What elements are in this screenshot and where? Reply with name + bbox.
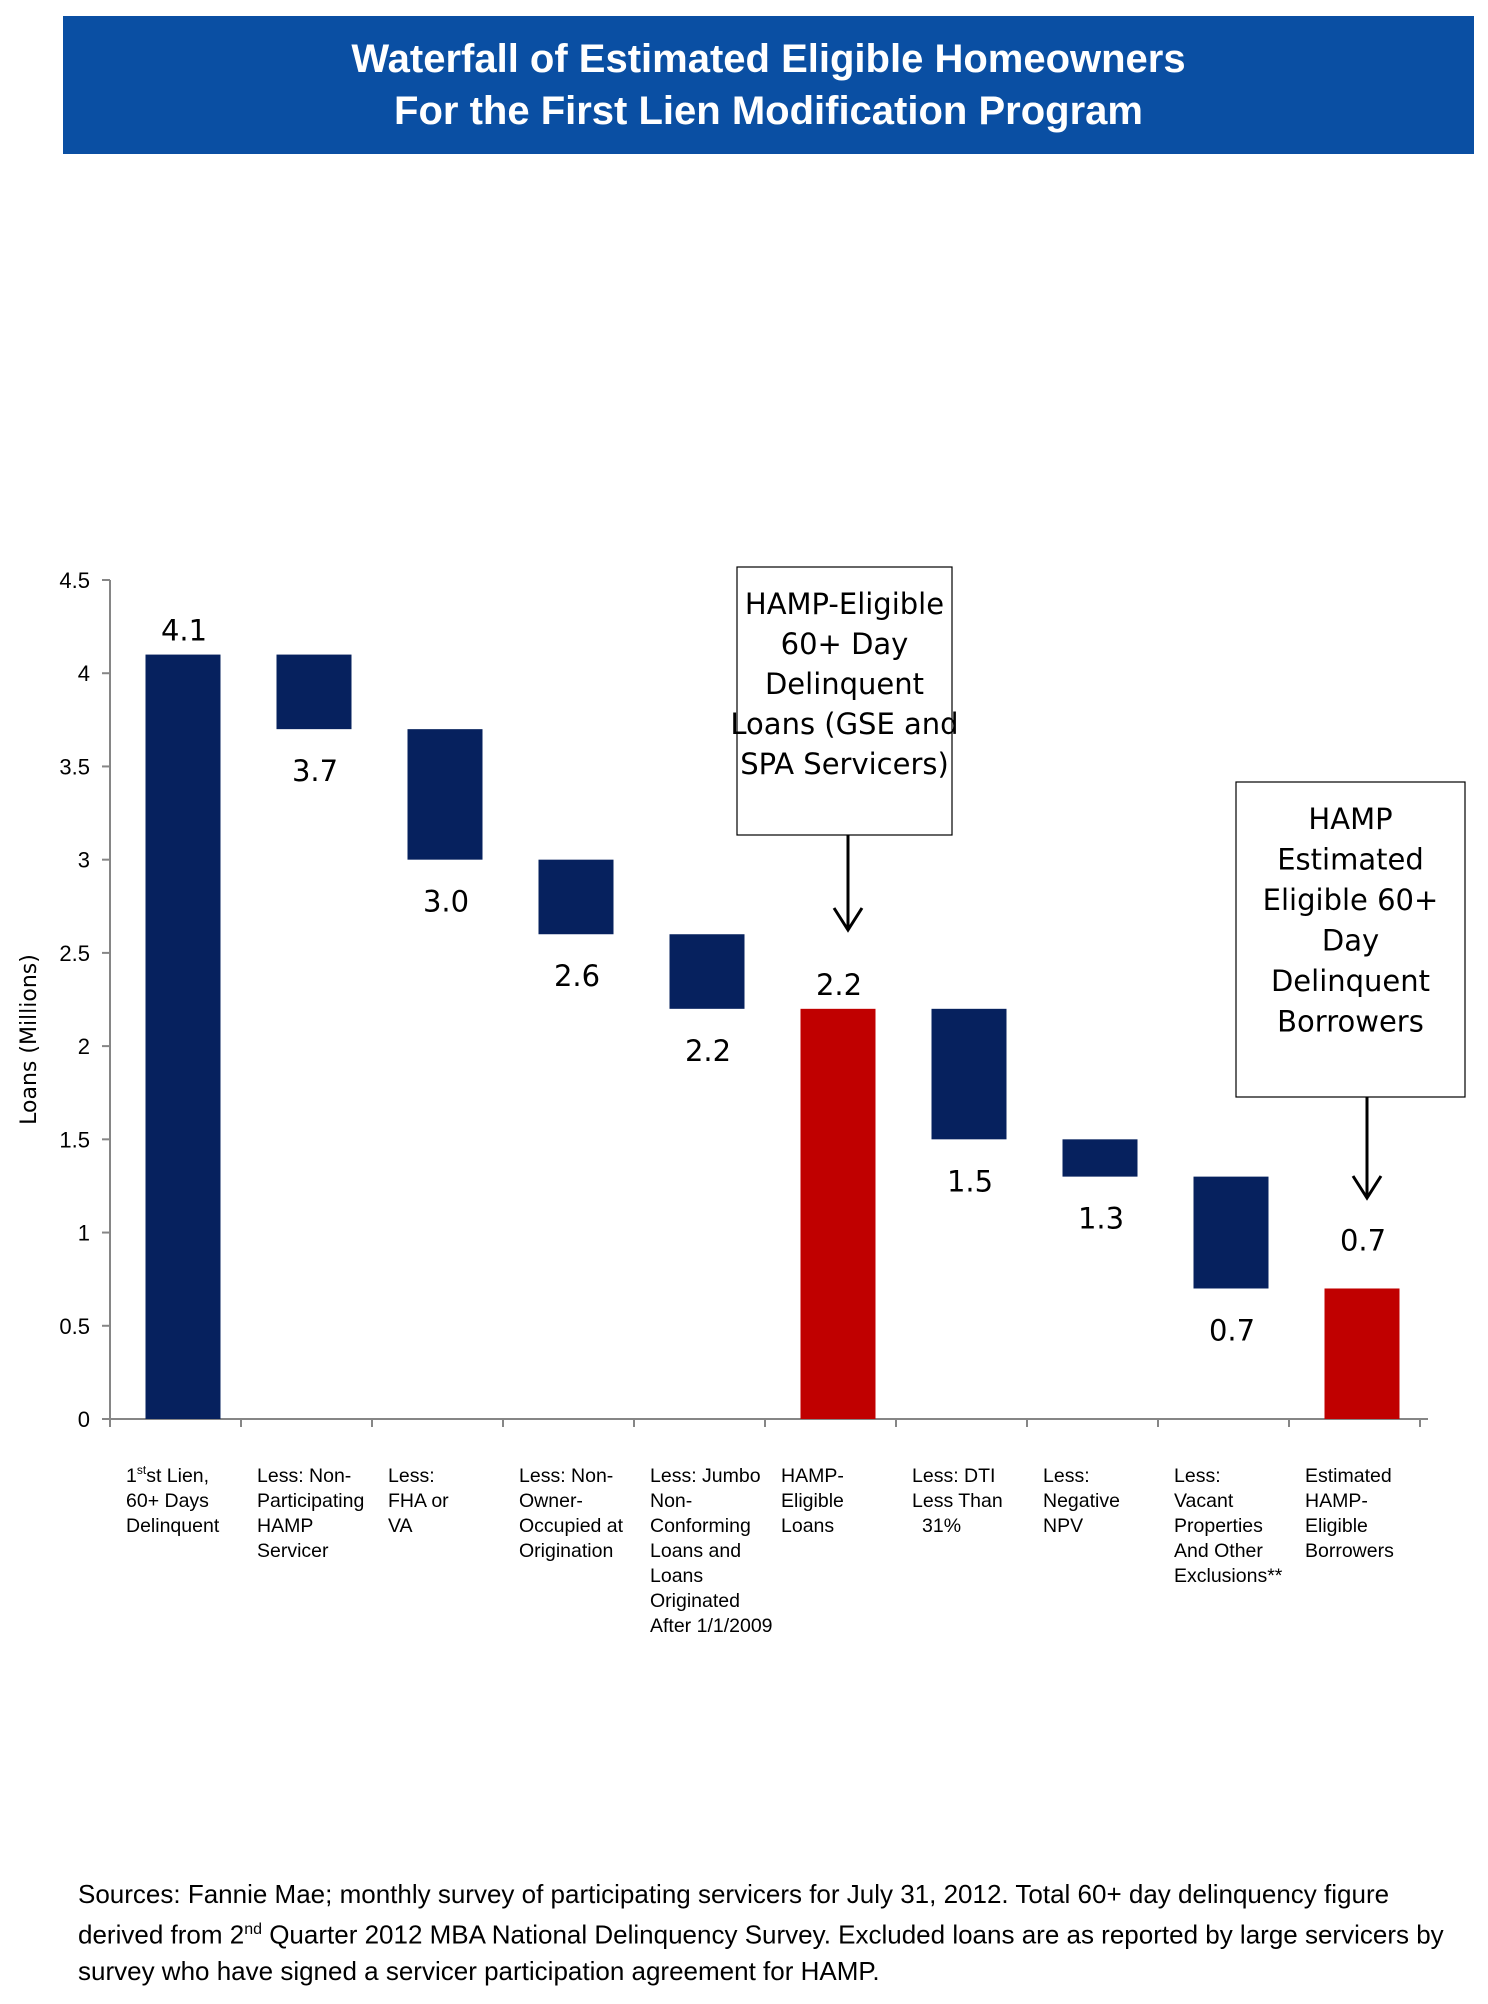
x-category-label: Participating bbox=[257, 1490, 364, 1512]
annotation-text: SPA Servicers) bbox=[740, 747, 949, 781]
annotation-box bbox=[736, 566, 953, 836]
sources-text-part-2: Quarter 2012 MBA National Delinquency Su… bbox=[78, 1919, 1444, 1986]
data-label: 0.7 bbox=[1340, 1223, 1386, 1257]
x-category-label: Non- bbox=[650, 1490, 692, 1512]
x-category-label: Less: Jumbo bbox=[650, 1465, 761, 1487]
y-tick-label: 1 bbox=[78, 1221, 90, 1246]
x-category-label: And Other bbox=[1174, 1540, 1263, 1562]
x-category-label: Less Than bbox=[912, 1490, 1003, 1512]
y-tick-label: 4.5 bbox=[59, 568, 90, 593]
chart-title-line-2: For the First Lien Modification Program bbox=[394, 89, 1143, 133]
data-label: 4.1 bbox=[161, 614, 207, 648]
y-tick-label: 3.5 bbox=[59, 754, 90, 779]
bar-9 bbox=[1193, 1176, 1269, 1289]
annotation-text: Loans (GSE and bbox=[730, 707, 958, 741]
x-category-label: Loans bbox=[650, 1565, 703, 1587]
x-category-label: After 1/1/2009 bbox=[650, 1615, 773, 1637]
x-category-label: Occupied at bbox=[519, 1515, 624, 1537]
x-category-label: Loans and bbox=[650, 1540, 741, 1562]
x-category-label: VA bbox=[388, 1515, 413, 1537]
x-category-label: Less: DTI bbox=[912, 1465, 995, 1487]
sources-text-part-1: Sources: Fannie Mae; monthly survey of p… bbox=[78, 1879, 1390, 1950]
x-category-label: NPV bbox=[1043, 1515, 1083, 1537]
sources-note: Sources: Fannie Mae; monthly survey of p… bbox=[78, 1876, 1478, 1989]
data-label: 2.6 bbox=[554, 959, 600, 993]
x-category-label: HAMP- bbox=[781, 1465, 844, 1487]
x-category-label: FHA or bbox=[388, 1490, 449, 1512]
y-tick-label: 3 bbox=[78, 848, 90, 873]
annotation-text: Eligible 60+ bbox=[1263, 883, 1439, 917]
bar-8 bbox=[1062, 1139, 1138, 1177]
x-category-label: Less: bbox=[1174, 1465, 1221, 1487]
bar-1 bbox=[145, 654, 221, 1419]
data-label: 3.7 bbox=[292, 754, 338, 788]
x-category-label: Vacant bbox=[1174, 1490, 1234, 1512]
y-axis-title: Loans (Millions) bbox=[17, 954, 42, 1125]
data-label: 1.3 bbox=[1078, 1202, 1124, 1236]
bar-7 bbox=[931, 1008, 1007, 1140]
bar-10 bbox=[1324, 1288, 1400, 1419]
x-category-label: 31% bbox=[922, 1515, 961, 1537]
x-category-label: Less: bbox=[388, 1465, 435, 1487]
annotation-text: Day bbox=[1322, 924, 1379, 958]
y-tick-label: 2.5 bbox=[59, 941, 90, 966]
bar-6 bbox=[800, 1008, 876, 1419]
data-label: 3.0 bbox=[423, 885, 469, 919]
sources-superscript: nd bbox=[244, 1921, 262, 1938]
x-category-label: Exclusions** bbox=[1174, 1565, 1283, 1587]
x-category-label: Less: Non- bbox=[519, 1465, 613, 1487]
annotation-text: Delinquent bbox=[1271, 964, 1430, 998]
x-category-label: HAMP bbox=[257, 1515, 313, 1537]
x-category-label: Borrowers bbox=[1305, 1540, 1394, 1562]
bar-3 bbox=[407, 729, 483, 860]
data-label: 2.2 bbox=[816, 968, 862, 1002]
y-tick-label: 1.5 bbox=[59, 1127, 90, 1152]
annotation-text: Delinquent bbox=[765, 667, 924, 701]
data-label: 2.2 bbox=[685, 1034, 731, 1068]
x-category-label: Negative bbox=[1043, 1490, 1120, 1512]
annotation-arrow-head bbox=[1351, 1175, 1383, 1201]
y-tick-label: 4 bbox=[78, 661, 90, 686]
chart-title-line-1: Waterfall of Estimated Eligible Homeowne… bbox=[351, 37, 1186, 81]
x-category-label: Originated bbox=[650, 1590, 740, 1612]
x-category-label: Delinquent bbox=[126, 1515, 220, 1537]
data-label: 1.5 bbox=[947, 1164, 993, 1198]
y-tick-label: 0 bbox=[78, 1407, 90, 1432]
annotation-text: 60+ Day bbox=[781, 627, 909, 661]
bar-5 bbox=[669, 934, 745, 1009]
x-category-label: Eligible bbox=[1305, 1515, 1368, 1537]
x-category-label: Loans bbox=[781, 1515, 834, 1537]
x-category-label: 1stst Lien, bbox=[126, 1463, 209, 1487]
bar-4 bbox=[538, 859, 614, 935]
annotation-text: HAMP bbox=[1308, 802, 1392, 836]
bar-2 bbox=[276, 654, 352, 730]
x-category-label: Conforming bbox=[650, 1515, 751, 1537]
y-tick-label: 2 bbox=[78, 1034, 90, 1059]
x-category-label: 60+ Days bbox=[126, 1490, 209, 1512]
annotation-text: Borrowers bbox=[1277, 1005, 1424, 1039]
x-category-label: Owner- bbox=[519, 1490, 583, 1512]
x-category-label: Estimated bbox=[1305, 1465, 1392, 1487]
x-category-label: Origination bbox=[519, 1540, 613, 1562]
x-category-label: HAMP- bbox=[1305, 1490, 1368, 1512]
annotation-text: HAMP-Eligible bbox=[745, 587, 944, 621]
title-banner: Waterfall of Estimated Eligible Homeowne… bbox=[63, 16, 1474, 154]
x-category-label: Less: Non- bbox=[257, 1465, 351, 1487]
y-tick-label: 0.5 bbox=[59, 1314, 90, 1339]
waterfall-chart: 0 0.5 1 1.5 2 2.5 3 3.5 4 4.5 Loans (Millions) 4.1 1… bbox=[17, 566, 1466, 1637]
x-category-label: Less: bbox=[1043, 1465, 1090, 1487]
annotation-box bbox=[1235, 781, 1466, 1098]
annotation-arrow-head bbox=[832, 907, 864, 933]
x-category-label: Servicer bbox=[257, 1540, 329, 1562]
x-category-label: Properties bbox=[1174, 1515, 1263, 1537]
annotation-text: Estimated bbox=[1277, 843, 1424, 877]
data-label: 0.7 bbox=[1209, 1313, 1255, 1347]
x-category-label: Eligible bbox=[781, 1490, 844, 1512]
